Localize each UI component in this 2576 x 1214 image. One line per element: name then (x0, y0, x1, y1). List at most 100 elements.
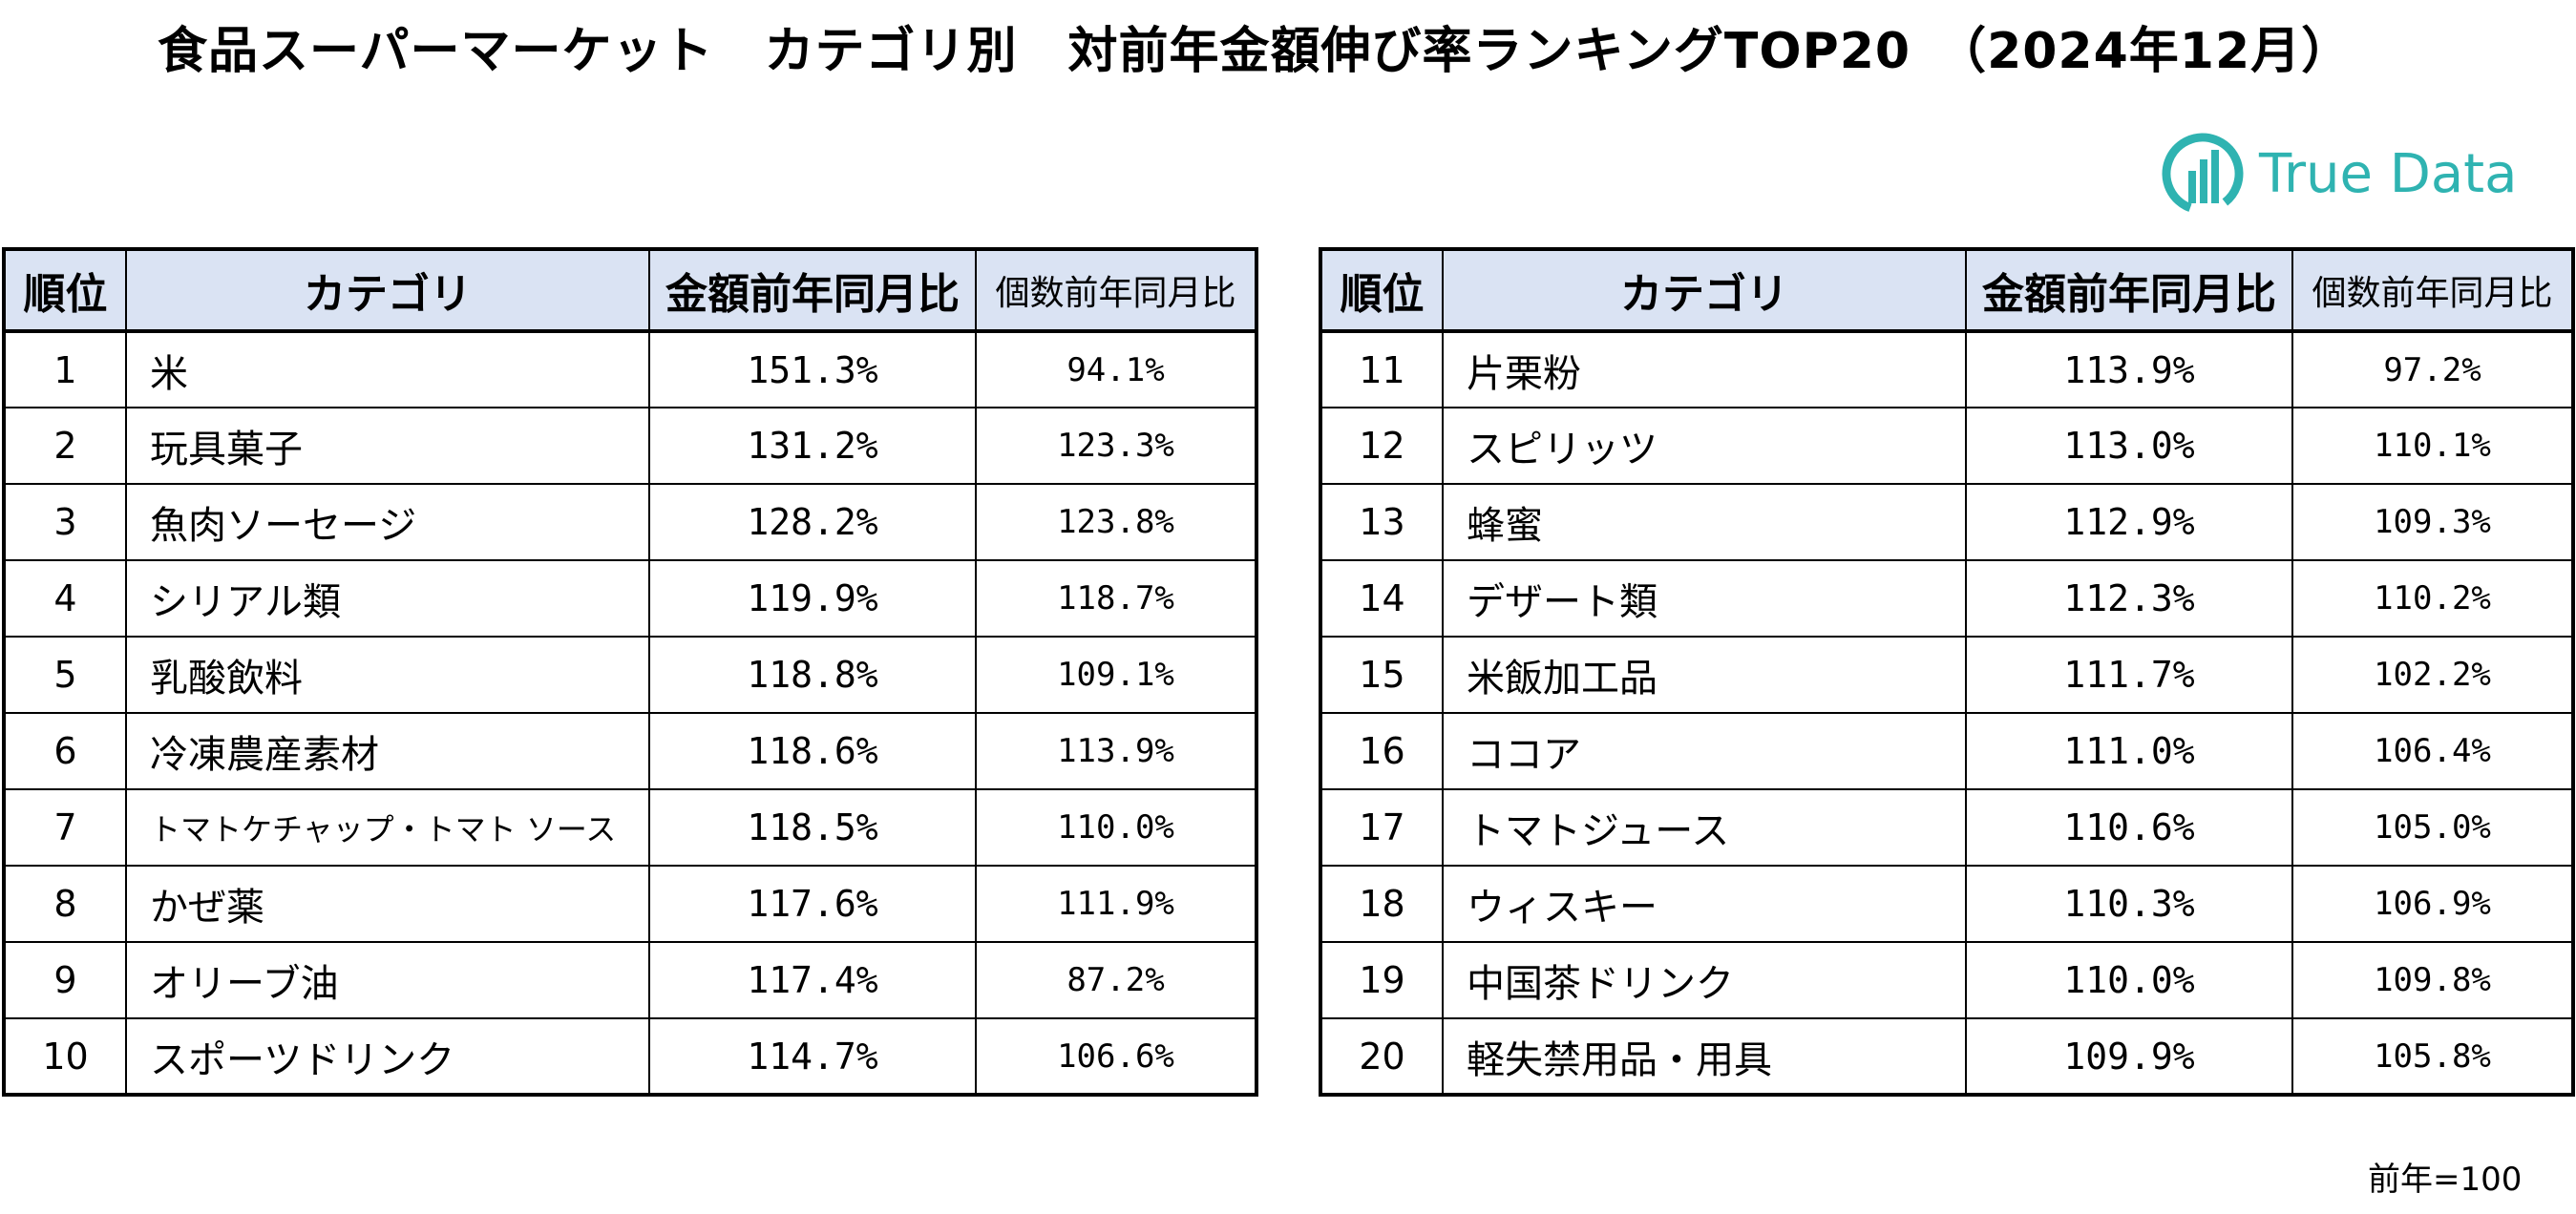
category-cell: デザート類 (1442, 559, 1967, 638)
category-cell: スピリッツ (1442, 407, 1967, 485)
count-cell: 110.2% (2291, 559, 2574, 638)
table-row: 20 軽失禁用品・用具 109.9% 105.8% (1320, 1017, 2574, 1096)
count-cell: 102.2% (2291, 636, 2574, 714)
table-row: 10 スポーツドリンク 114.7% 106.6% (3, 1017, 1257, 1096)
table-header-row: 順位 カテゴリ 金額前年同月比 個数前年同月比 (3, 248, 1257, 333)
count-cell: 109.8% (2291, 941, 2574, 1019)
rank-cell: 1 (3, 330, 127, 408)
category-cell: 蜂蜜 (1442, 483, 1967, 561)
amount-cell: 110.3% (1965, 865, 2293, 943)
amount-cell: 131.2% (648, 407, 977, 485)
count-cell: 87.2% (975, 941, 1257, 1019)
header-amount: 金額前年同月比 (648, 248, 977, 333)
ranking-table-right: 順位 カテゴリ 金額前年同月比 個数前年同月比 11 片栗粉 113.9% 97… (1319, 247, 2575, 1097)
rank-cell: 9 (3, 941, 127, 1019)
count-cell: 106.4% (2291, 712, 2574, 790)
rank-cell: 12 (1320, 407, 1444, 485)
category-cell: ココア (1442, 712, 1967, 790)
table-row: 19 中国茶ドリンク 110.0% 109.8% (1320, 941, 2574, 1019)
category-cell: 軽失禁用品・用具 (1442, 1017, 1967, 1096)
count-cell: 109.1% (975, 636, 1257, 714)
amount-cell: 111.7% (1965, 636, 2293, 714)
amount-cell: 118.8% (648, 636, 977, 714)
rank-cell: 7 (3, 788, 127, 867)
amount-cell: 112.3% (1965, 559, 2293, 638)
header-category: カテゴリ (1442, 248, 1967, 333)
category-cell: 乳酸飲料 (125, 636, 650, 714)
baseline-note: 前年=100 (2368, 1161, 2523, 1199)
table-row: 7 トマトケチャップ・トマト ソース 118.5% 110.0% (3, 788, 1257, 867)
count-cell: 123.3% (975, 407, 1257, 485)
table-row: 2 玩具菓子 131.2% 123.3% (3, 407, 1257, 485)
header-rank: 順位 (1320, 248, 1444, 333)
table-row: 8 かぜ薬 117.6% 111.9% (3, 865, 1257, 943)
count-cell: 110.1% (2291, 407, 2574, 485)
table-row: 5 乳酸飲料 118.8% 109.1% (3, 636, 1257, 714)
category-cell: 玩具菓子 (125, 407, 650, 485)
page-title: 食品スーパーマーケット カテゴリ別 対前年金額伸び率ランキングTOP20 （20… (158, 23, 2353, 80)
count-cell: 110.0% (975, 788, 1257, 867)
table-row: 1 米 151.3% 94.1% (3, 330, 1257, 408)
table-row: 13 蜂蜜 112.9% 109.3% (1320, 483, 2574, 561)
rank-cell: 3 (3, 483, 127, 561)
category-cell: シリアル類 (125, 559, 650, 638)
table-row: 18 ウィスキー 110.3% 106.9% (1320, 865, 2574, 943)
category-cell: 冷凍農産素材 (125, 712, 650, 790)
category-cell: 米 (125, 330, 650, 408)
logo-text: True Data (2259, 142, 2518, 205)
count-cell: 105.8% (2291, 1017, 2574, 1096)
header-count: 個数前年同月比 (975, 248, 1257, 333)
table-row: 4 シリアル類 119.9% 118.7% (3, 559, 1257, 638)
count-cell: 109.3% (2291, 483, 2574, 561)
rank-cell: 20 (1320, 1017, 1444, 1096)
amount-cell: 117.4% (648, 941, 977, 1019)
category-cell: 片栗粉 (1442, 330, 1967, 408)
amount-cell: 113.9% (1965, 330, 2293, 408)
amount-cell: 118.5% (648, 788, 977, 867)
company-logo: True Data (2160, 130, 2517, 218)
rank-cell: 11 (1320, 330, 1444, 408)
count-cell: 97.2% (2291, 330, 2574, 408)
rank-cell: 15 (1320, 636, 1444, 714)
header-count: 個数前年同月比 (2291, 248, 2574, 333)
rank-cell: 13 (1320, 483, 1444, 561)
ranking-table-left: 順位 カテゴリ 金額前年同月比 個数前年同月比 1 米 151.3% 94.1%… (2, 247, 1258, 1097)
count-cell: 106.9% (2291, 865, 2574, 943)
category-cell: オリーブ油 (125, 941, 650, 1019)
rank-cell: 2 (3, 407, 127, 485)
count-cell: 111.9% (975, 865, 1257, 943)
amount-cell: 151.3% (648, 330, 977, 408)
category-cell: 米飯加工品 (1442, 636, 1967, 714)
rank-cell: 16 (1320, 712, 1444, 790)
table-row: 17 トマトジュース 110.6% 105.0% (1320, 788, 2574, 867)
amount-cell: 112.9% (1965, 483, 2293, 561)
count-cell: 118.7% (975, 559, 1257, 638)
amount-cell: 109.9% (1965, 1017, 2293, 1096)
amount-cell: 119.9% (648, 559, 977, 638)
table-row: 11 片栗粉 113.9% 97.2% (1320, 330, 2574, 408)
category-cell: 中国茶ドリンク (1442, 941, 1967, 1019)
amount-cell: 117.6% (648, 865, 977, 943)
rank-cell: 10 (3, 1017, 127, 1096)
count-cell: 113.9% (975, 712, 1257, 790)
rank-cell: 19 (1320, 941, 1444, 1019)
rank-cell: 18 (1320, 865, 1444, 943)
amount-cell: 110.6% (1965, 788, 2293, 867)
header-rank: 順位 (3, 248, 127, 333)
amount-cell: 113.0% (1965, 407, 2293, 485)
rank-cell: 5 (3, 636, 127, 714)
category-cell: 魚肉ソーセージ (125, 483, 650, 561)
table-row: 12 スピリッツ 113.0% 110.1% (1320, 407, 2574, 485)
table-row: 16 ココア 111.0% 106.4% (1320, 712, 2574, 790)
table-row: 3 魚肉ソーセージ 128.2% 123.8% (3, 483, 1257, 561)
rank-cell: 4 (3, 559, 127, 638)
true-data-logo-icon (2162, 133, 2244, 215)
table-row: 14 デザート類 112.3% 110.2% (1320, 559, 2574, 638)
rank-cell: 8 (3, 865, 127, 943)
table-row: 15 米飯加工品 111.7% 102.2% (1320, 636, 2574, 714)
category-cell: かぜ薬 (125, 865, 650, 943)
count-cell: 105.0% (2291, 788, 2574, 867)
header-category: カテゴリ (125, 248, 650, 333)
rank-cell: 17 (1320, 788, 1444, 867)
count-cell: 106.6% (975, 1017, 1257, 1096)
